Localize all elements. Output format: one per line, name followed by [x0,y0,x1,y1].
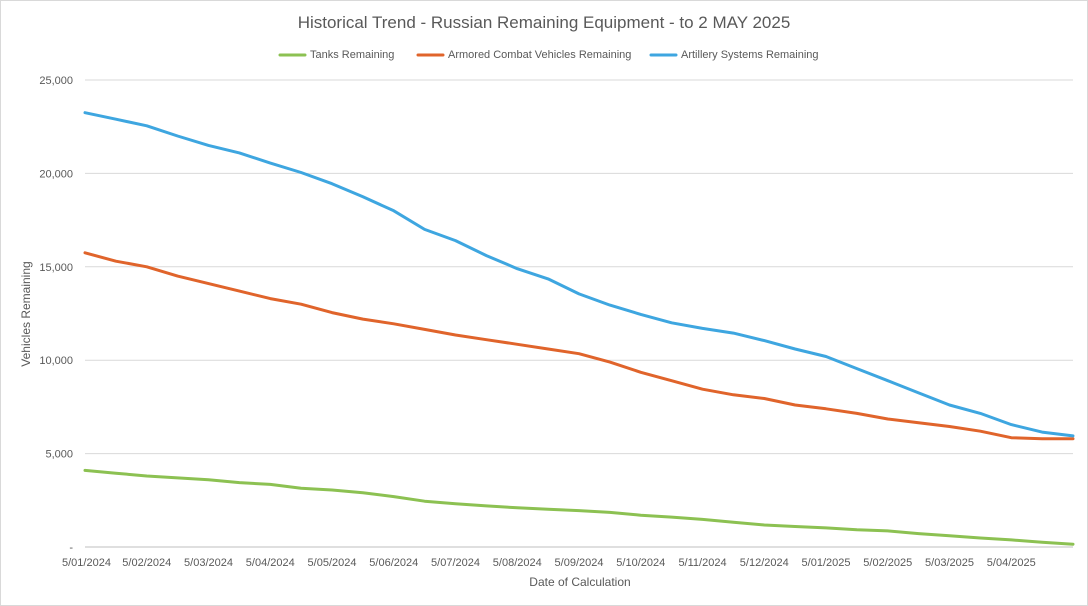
x-tick-label: 5/03/2025 [925,557,974,569]
x-axis-title: Date of Calculation [529,575,630,589]
x-tick-label: 5/08/2024 [493,557,542,569]
legend-label-artillery: Artillery Systems Remaining [681,49,819,61]
series-line-acv [83,251,1075,441]
x-tick-label: 5/09/2024 [555,557,604,569]
y-tick-label: 10,000 [39,355,73,367]
y-tick-label: 20,000 [39,168,73,180]
x-tick-label: 5/10/2024 [616,557,665,569]
x-axis-ticks: 5/01/2024 5/02/2024 5/03/2024 5/04/2024 5/05… [62,557,1036,569]
series-line-tanks [83,468,1075,546]
x-tick-label: 5/02/2025 [863,557,912,569]
y-tick-label: 15,000 [39,262,73,274]
legend-item-artillery: Artillery Systems Remaining [649,49,819,61]
x-tick-label: 5/01/2024 [62,557,111,569]
x-tick-label: 5/01/2025 [802,557,851,569]
legend-item-acv: Armored Combat Vehicles Remaining [416,49,631,61]
series-line-artillery [83,111,1075,438]
series-lines [83,111,1075,546]
x-tick-label: 5/07/2024 [431,557,480,569]
y-axis-title: Vehicles Remaining [19,261,33,366]
legend-label-tanks: Tanks Remaining [310,49,394,61]
x-tick-label: 5/02/2024 [122,557,171,569]
y-axis-ticks: - 5,000 10,000 15,000 20,000 25,000 [39,75,73,554]
x-tick-label: 5/04/2024 [246,557,295,569]
legend: Tanks Remaining Armored Combat Vehicles … [278,49,819,61]
x-tick-label: 5/05/2024 [308,557,357,569]
chart-title: Historical Trend - Russian Remaining Equ… [298,13,791,32]
gridlines [85,79,1073,548]
x-tick-label: 5/12/2024 [740,557,789,569]
legend-item-tanks: Tanks Remaining [278,49,394,61]
y-tick-label: 5,000 [45,449,73,461]
x-tick-label: 5/03/2024 [184,557,233,569]
y-tick-label: 25,000 [39,75,73,87]
x-tick-label: 5/11/2024 [678,557,726,569]
y-tick-label: - [69,542,73,554]
legend-label-acv: Armored Combat Vehicles Remaining [448,49,631,61]
x-tick-label: 5/06/2024 [369,557,418,569]
x-tick-label: 5/04/2025 [987,557,1036,569]
